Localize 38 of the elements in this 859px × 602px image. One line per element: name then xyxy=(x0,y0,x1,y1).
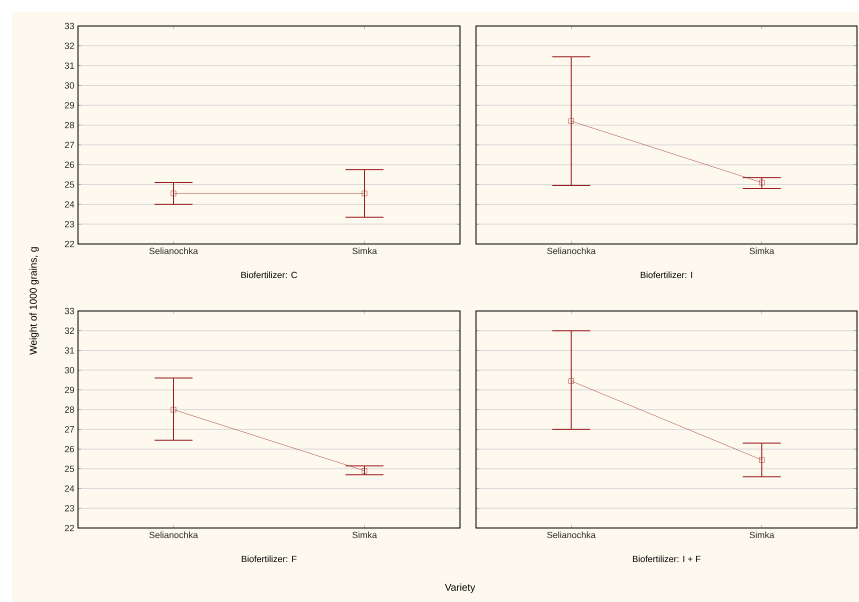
y-axis-title: Weight of 1000 grains, g xyxy=(29,247,39,355)
x-tick-label: Simka xyxy=(352,248,377,254)
y-tick-label: 30 xyxy=(64,82,74,89)
y-tick-label: 33 xyxy=(64,22,74,30)
y-tick-label: 30 xyxy=(64,366,74,374)
y-tick-label: 31 xyxy=(64,62,74,69)
text: Biofertilizer: I + F xyxy=(632,556,700,562)
y-tick-label: 24 xyxy=(64,485,74,492)
y-tick-label: 29 xyxy=(64,386,74,394)
y-tick-label: 27 xyxy=(64,142,74,148)
text: Biofertilizer: C xyxy=(241,272,298,278)
y-tick-label: 25 xyxy=(64,181,74,188)
y-tick-label: 23 xyxy=(64,505,74,512)
x-tick-label: Selianochka xyxy=(547,248,596,254)
y-tick-label: 32 xyxy=(64,328,74,334)
x-tick-label: Selianochka xyxy=(149,248,198,254)
y-tick-label: 23 xyxy=(64,220,74,228)
text: Biofertilizer: I xyxy=(640,272,692,278)
y-tick-label: 26 xyxy=(64,162,74,168)
y-tick-label: 26 xyxy=(64,446,74,452)
y-tick-label: 27 xyxy=(64,426,74,432)
y-tick-label: 29 xyxy=(64,102,74,108)
y-tick-label: 28 xyxy=(64,122,74,128)
y-tick-label: 24 xyxy=(64,201,74,208)
x-axis-title: Variety xyxy=(444,584,476,593)
text: Biofertilizer: F xyxy=(242,556,297,562)
y-tick-label: 22 xyxy=(64,524,74,532)
x-tick-label: Simka xyxy=(352,532,378,538)
y-tick-label: 25 xyxy=(64,466,74,472)
x-tick-label: Simka xyxy=(750,532,774,538)
y-tick-label: 22 xyxy=(64,240,74,248)
y-tick-label: 28 xyxy=(64,406,74,413)
y-tick-label: 31 xyxy=(64,347,74,354)
x-tick-label: Selianochka xyxy=(547,532,596,538)
y-tick-label: 32 xyxy=(64,42,74,50)
x-tick-label: Selianochka xyxy=(149,532,198,538)
x-tick-label: Simka xyxy=(750,248,774,254)
y-tick-label: 33 xyxy=(64,308,74,314)
